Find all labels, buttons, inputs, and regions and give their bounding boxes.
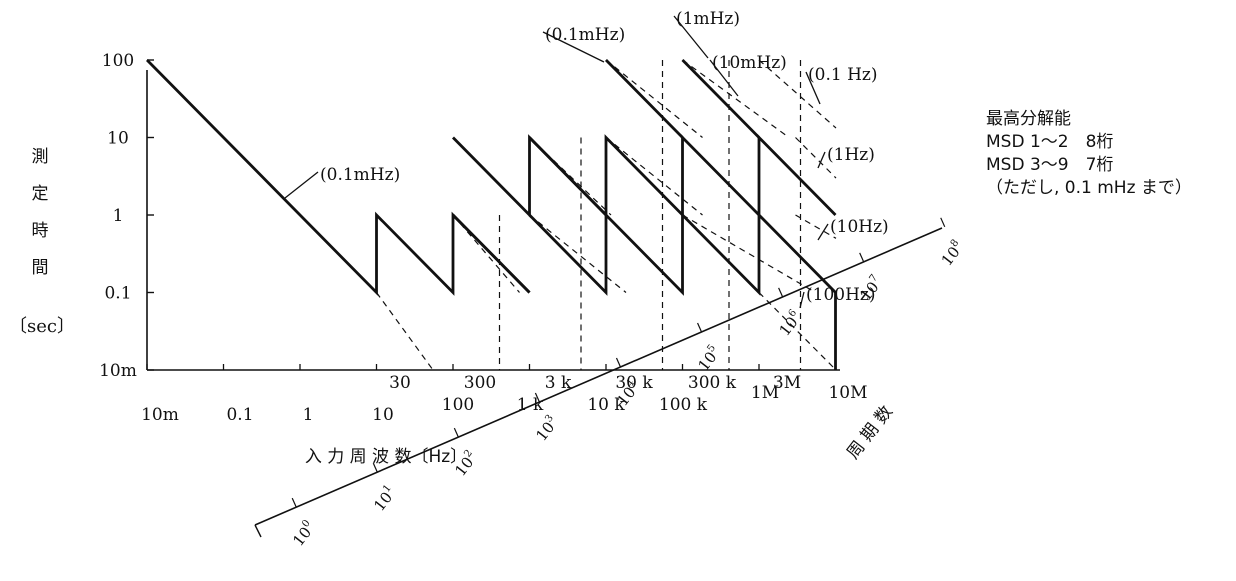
y-axis-title-char: 定 <box>32 184 49 204</box>
series-line <box>452 134 837 219</box>
x-axis-title: 入 力 周 波 数〔Hz〕 <box>305 447 467 467</box>
dashed-projection-lines <box>376 59 837 371</box>
x-tick-label-upper: 30 k <box>615 373 653 393</box>
z-tick <box>778 287 784 298</box>
axes <box>146 59 946 538</box>
z-tick <box>372 462 378 473</box>
annotation-label: (0.1 Hz) <box>808 65 878 85</box>
series-line <box>528 211 837 370</box>
z-tick <box>534 392 540 403</box>
annotation-arrow <box>805 71 821 105</box>
resolution-line-2: MSD 3～9 7桁 <box>986 155 1114 175</box>
series-line <box>605 59 684 139</box>
dashed-projection-line <box>529 214 627 293</box>
y-tick-label: 1 <box>113 206 124 226</box>
x-tick-label-lower: 1 <box>303 405 314 425</box>
z-axis-line <box>254 227 943 526</box>
svg-text:101: 101 <box>369 483 400 515</box>
annotation-label: (100Hz) <box>806 285 876 305</box>
x-tick-label-lower: 1 k <box>517 395 544 415</box>
annotation-arrow <box>799 291 805 309</box>
z-tick-label: 101 <box>369 483 400 515</box>
annotation-label: (10mHz) <box>712 53 787 73</box>
dashed-projection-line <box>605 137 703 216</box>
z-tick-label: 100 <box>288 518 319 550</box>
series-line <box>452 214 531 294</box>
x-tick-label-lower: 1M <box>751 383 779 403</box>
annotation-label: (0.1mHz) <box>320 165 400 185</box>
z-tick-label: 103 <box>532 413 563 445</box>
resolution-line-1: MSD 1～2 8桁 <box>986 132 1114 152</box>
dashed-projection-line <box>795 214 837 239</box>
y-tick-label: 10m <box>99 361 137 381</box>
resolution-title: 最高分解能 <box>986 109 1071 129</box>
x-tick-label-upper: 3 k <box>545 373 572 393</box>
svg-text:108: 108 <box>937 238 968 270</box>
annotation-arrow <box>817 223 829 241</box>
resolution-note: 最高分解能 MSD 1～2 8桁 MSD 3～9 7桁 （ただし, 0.1 mH… <box>986 108 1192 200</box>
series-lines <box>146 59 837 370</box>
dashed-projection-line <box>795 137 837 179</box>
resolution-line-3: （ただし, 0.1 mHz まで） <box>986 178 1192 198</box>
x-tick-label-lower: 10 k <box>587 395 625 415</box>
z-tick-label: 108 <box>937 238 968 270</box>
z-axis-title: 周 期 数 <box>843 402 897 463</box>
x-tick-label-lower: 10m <box>141 405 179 425</box>
annotation-label: (1mHz) <box>676 9 740 29</box>
x-tick-label-lower: 10 <box>372 405 394 425</box>
x-tick-label-upper: 300 k <box>688 373 737 393</box>
z-tick <box>453 427 459 438</box>
svg-text:100: 100 <box>288 518 319 550</box>
x-tick-label-lower: 0.1 <box>226 405 253 425</box>
x-tick-label-lower: 100 k <box>659 395 708 415</box>
x-tick-label-upper: 300 <box>464 373 496 393</box>
annotation-arrow <box>542 31 605 63</box>
y-axis-title-char: 時 <box>32 221 49 241</box>
annotation-arrow <box>817 151 826 169</box>
dashed-projection-line <box>376 292 434 371</box>
y-tick-label: 0.1 <box>104 284 131 304</box>
z-tick <box>291 497 297 508</box>
dashed-projection-line <box>605 59 703 138</box>
y-tick-label: 100 <box>102 51 134 71</box>
annotation-label: (1Hz) <box>827 145 875 165</box>
y-tick-label: 10 <box>107 129 129 149</box>
annotation-arrow <box>673 15 709 59</box>
annotation-arrow <box>284 171 319 199</box>
annotation-label: (0.1mHz) <box>545 25 625 45</box>
z-axis-end-tick <box>254 524 262 538</box>
dashed-projection-line <box>529 137 612 216</box>
y-axis-title-unit: 〔sec〕 <box>9 316 75 337</box>
y-axis-title-char: 測 <box>32 147 49 167</box>
annotation-label: (10Hz) <box>830 217 889 237</box>
series-line <box>681 59 760 139</box>
z-tick <box>940 217 946 228</box>
annotation-arrow <box>709 59 739 97</box>
z-tick <box>615 357 622 368</box>
z-tick <box>859 252 865 263</box>
svg-text:103: 103 <box>532 413 563 445</box>
dashed-projection-line <box>682 214 816 294</box>
x-tick-label-lower: 10M <box>828 383 867 403</box>
z-tick <box>697 322 703 333</box>
dashed-projection-line <box>758 292 837 371</box>
series-line <box>528 136 607 216</box>
x-tick-label-lower: 100 <box>442 395 474 415</box>
x-tick-label-upper: 30 <box>389 373 411 393</box>
x-tick-label-upper: 3M <box>773 373 801 393</box>
y-axis-title-char: 間 <box>32 258 49 278</box>
